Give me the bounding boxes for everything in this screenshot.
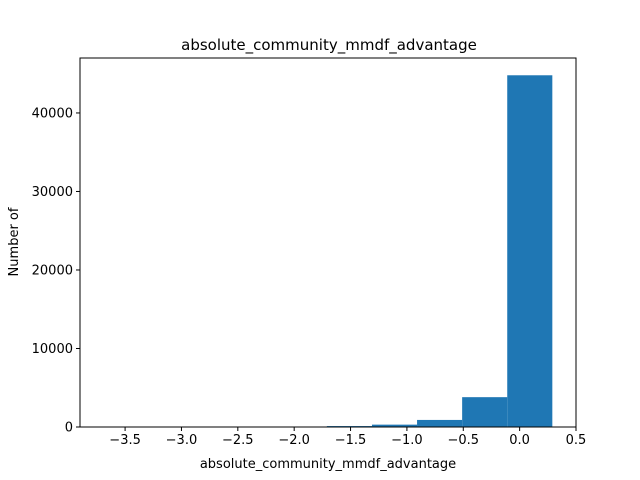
chart-title: absolute_community_mmdf_advantage	[181, 36, 477, 55]
x-tick-label: −1.0	[391, 433, 423, 448]
histogram-bar-9	[507, 75, 553, 427]
y-tick-label: 0	[65, 421, 73, 436]
histogram-bar-7	[417, 419, 463, 427]
histogram-bar-8	[462, 397, 508, 427]
x-tick-label: −2.5	[222, 433, 254, 448]
y-tick-label: 40000	[32, 106, 73, 121]
x-tick-label: 0.0	[509, 433, 530, 448]
y-tick-label: 20000	[32, 263, 73, 278]
x-tick-label: −1.5	[335, 433, 367, 448]
x-tick-label: −3.0	[166, 433, 198, 448]
x-tick-label: −0.5	[447, 433, 479, 448]
y-axis-label: Number of	[7, 207, 22, 276]
histogram-bar-6	[371, 424, 418, 427]
x-tick-label: 0.5	[566, 433, 587, 448]
x-axis-ticks: −3.5 −3.0 −2.5 −2.0 −1.5 −1.0 −0.5 0.0 0.5	[109, 427, 586, 448]
y-tick-label: 10000	[32, 342, 73, 357]
bars-group	[281, 75, 553, 427]
plot-frame	[79, 57, 577, 428]
y-tick-label: 30000	[32, 185, 73, 200]
x-tick-label: −2.0	[278, 433, 310, 448]
x-tick-label: −3.5	[109, 433, 141, 448]
x-axis-label: absolute_community_mmdf_advantage	[200, 457, 456, 472]
y-axis-ticks: 0 10000 20000 30000 40000	[32, 106, 80, 436]
